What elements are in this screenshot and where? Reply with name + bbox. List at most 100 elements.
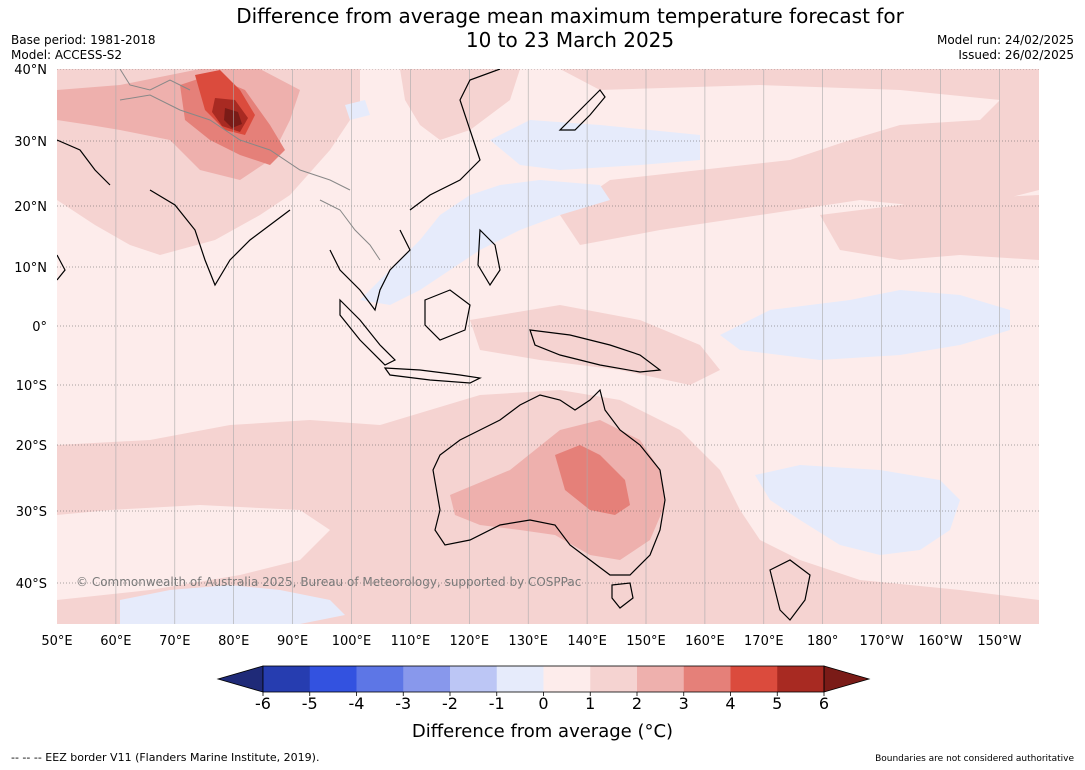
colorbar-swatch xyxy=(730,666,778,692)
tibet-peak-region xyxy=(224,108,242,128)
issued-date: Issued: 26/02/2025 xyxy=(958,48,1074,62)
equatorial-cool-region xyxy=(360,180,610,305)
eez-note: -- -- -- EEZ border V11 (Flanders Marine… xyxy=(11,751,320,764)
java-coast xyxy=(383,367,482,384)
colorbar-tick-label: -5 xyxy=(302,694,318,713)
latitude-label: 20°S xyxy=(16,439,47,454)
tasmania-coast xyxy=(611,582,634,609)
longitude-label: 180° xyxy=(807,634,838,649)
colorbar-swatch xyxy=(683,666,731,692)
japan-coast xyxy=(558,89,606,131)
colorbar-tick-label: -4 xyxy=(349,694,365,713)
model-name: Model: ACCESS-S2 xyxy=(11,48,123,62)
southern-cool-region xyxy=(120,585,345,624)
latitude-label: 40°N xyxy=(14,63,47,78)
colorbar-swatch xyxy=(403,666,451,692)
longitude-label: 60°E xyxy=(100,634,131,649)
colorbar-swatch xyxy=(590,666,638,692)
longitude-label: 70°E xyxy=(159,634,190,649)
longitude-label: 50°E xyxy=(41,634,72,649)
india-coast xyxy=(149,189,291,287)
australia-warm-region xyxy=(450,420,665,560)
sumatra-coast xyxy=(339,298,397,366)
south-pacific-cool-region xyxy=(755,465,960,555)
colorbar-title: Difference from average (°C) xyxy=(411,721,674,742)
central-asia-border xyxy=(119,69,191,91)
latitude-label: 0° xyxy=(32,320,47,335)
map-panel: © Commonwealth of Australia 2025, Bureau… xyxy=(57,69,1039,624)
china-coast xyxy=(409,69,501,211)
central-pacific-warm-band xyxy=(820,195,1039,260)
arabia-coast xyxy=(57,139,111,186)
colorbar-swatch xyxy=(637,666,685,692)
meta-right: Model run: 24/02/2025 Issued: 26/02/2025 xyxy=(937,33,1074,63)
base-period: Base period: 1981-2018 xyxy=(11,33,156,47)
colorbar-swatch xyxy=(496,666,544,692)
colorbar-swatch xyxy=(450,666,498,692)
country-borders xyxy=(119,69,381,261)
colorbar-swatch xyxy=(356,666,404,692)
colorbar-tick-label: -2 xyxy=(442,694,458,713)
west-pacific-cool-region xyxy=(490,120,700,170)
africa-coast xyxy=(57,254,66,281)
new-zealand-coast xyxy=(769,559,811,621)
anomaly-minus1-to-0-regions xyxy=(120,100,1010,624)
longitude-label: 90°E xyxy=(277,634,308,649)
coastlines xyxy=(57,69,811,621)
longitude-labels: 50°E 60°E 70°E 80°E 90°E 100°E 110°E 120°E 130°E… xyxy=(41,634,1021,649)
philippines-coast xyxy=(477,228,501,287)
colorbar-tick-label: 4 xyxy=(725,694,735,713)
colorbar-tick-label: 6 xyxy=(819,694,829,713)
colorbar-swatch xyxy=(543,666,591,692)
meta-left: Base period: 1981-2018 Model: ACCESS-S2 xyxy=(11,33,156,63)
himalaya-border xyxy=(119,94,351,191)
latitude-label: 20°N xyxy=(14,200,47,215)
longitude-label: 160°W xyxy=(918,634,962,649)
title-line-1: Difference from average mean maximum tem… xyxy=(236,4,904,28)
longitude-label: 170°W xyxy=(860,634,904,649)
copyright-note: © Commonwealth of Australia 2025, Bureau… xyxy=(76,575,581,589)
latitude-label: 40°S xyxy=(16,577,47,592)
longitude-label: 160°E xyxy=(685,634,725,649)
longitude-label: 110°E xyxy=(391,634,431,649)
new-guinea-coast xyxy=(529,329,662,373)
china-warm-region xyxy=(400,69,520,140)
indochina-border xyxy=(319,199,381,261)
longitude-label: 150°E xyxy=(626,634,666,649)
longitude-label: 120°E xyxy=(450,634,490,649)
latitude-label: 10°S xyxy=(16,379,47,394)
colorbar-extend-high xyxy=(823,665,871,693)
colorbar-tick-label: -1 xyxy=(489,694,505,713)
colorbar-swatch xyxy=(263,666,311,692)
anomaly-4-to-6-regions xyxy=(195,70,255,135)
colorbar xyxy=(216,665,871,696)
colorbar-tick-label: 3 xyxy=(679,694,689,713)
colorbar-tick-labels: -6 -5 -4 -3 -2 -1 0 1 2 3 4 5 6 xyxy=(255,694,829,713)
maritime-warm-band xyxy=(470,305,720,385)
latitude-label: 30°S xyxy=(16,505,47,520)
longitude-label: 140°E xyxy=(567,634,607,649)
colorbar-extend-low xyxy=(216,665,264,693)
latitude-label: 10°N xyxy=(14,261,47,276)
latitude-label: 30°N xyxy=(14,135,47,150)
colorbar-swatch xyxy=(309,666,357,692)
map-title: Difference from average mean maximum tem… xyxy=(0,4,1085,52)
longitude-label: 130°E xyxy=(508,634,548,649)
pacific-cool-region xyxy=(720,290,1010,360)
boundaries-note: Boundaries are not considered authoritat… xyxy=(875,754,1074,764)
title-line-2: 10 to 23 March 2025 xyxy=(465,28,675,52)
colorbar-tick-label: 5 xyxy=(772,694,782,713)
longitude-label: 80°E xyxy=(218,634,249,649)
latitude-labels: 40°N 30°N 20°N 10°N 0° 10°S 20°S 30°S 40°S xyxy=(14,63,47,592)
central-australia-hot-region xyxy=(555,445,630,515)
north-pacific-warm-band xyxy=(560,69,1039,245)
colorbar-tick-label: 1 xyxy=(585,694,595,713)
colorbar-swatch xyxy=(777,666,825,692)
borneo-coast xyxy=(424,289,471,341)
colorbar-tick-label: -3 xyxy=(395,694,411,713)
longitude-label: 170°E xyxy=(744,634,784,649)
colorbar-tick-label: 2 xyxy=(632,694,642,713)
longitude-label: 100°E xyxy=(332,634,372,649)
colorbar-tick-label: -6 xyxy=(255,694,271,713)
